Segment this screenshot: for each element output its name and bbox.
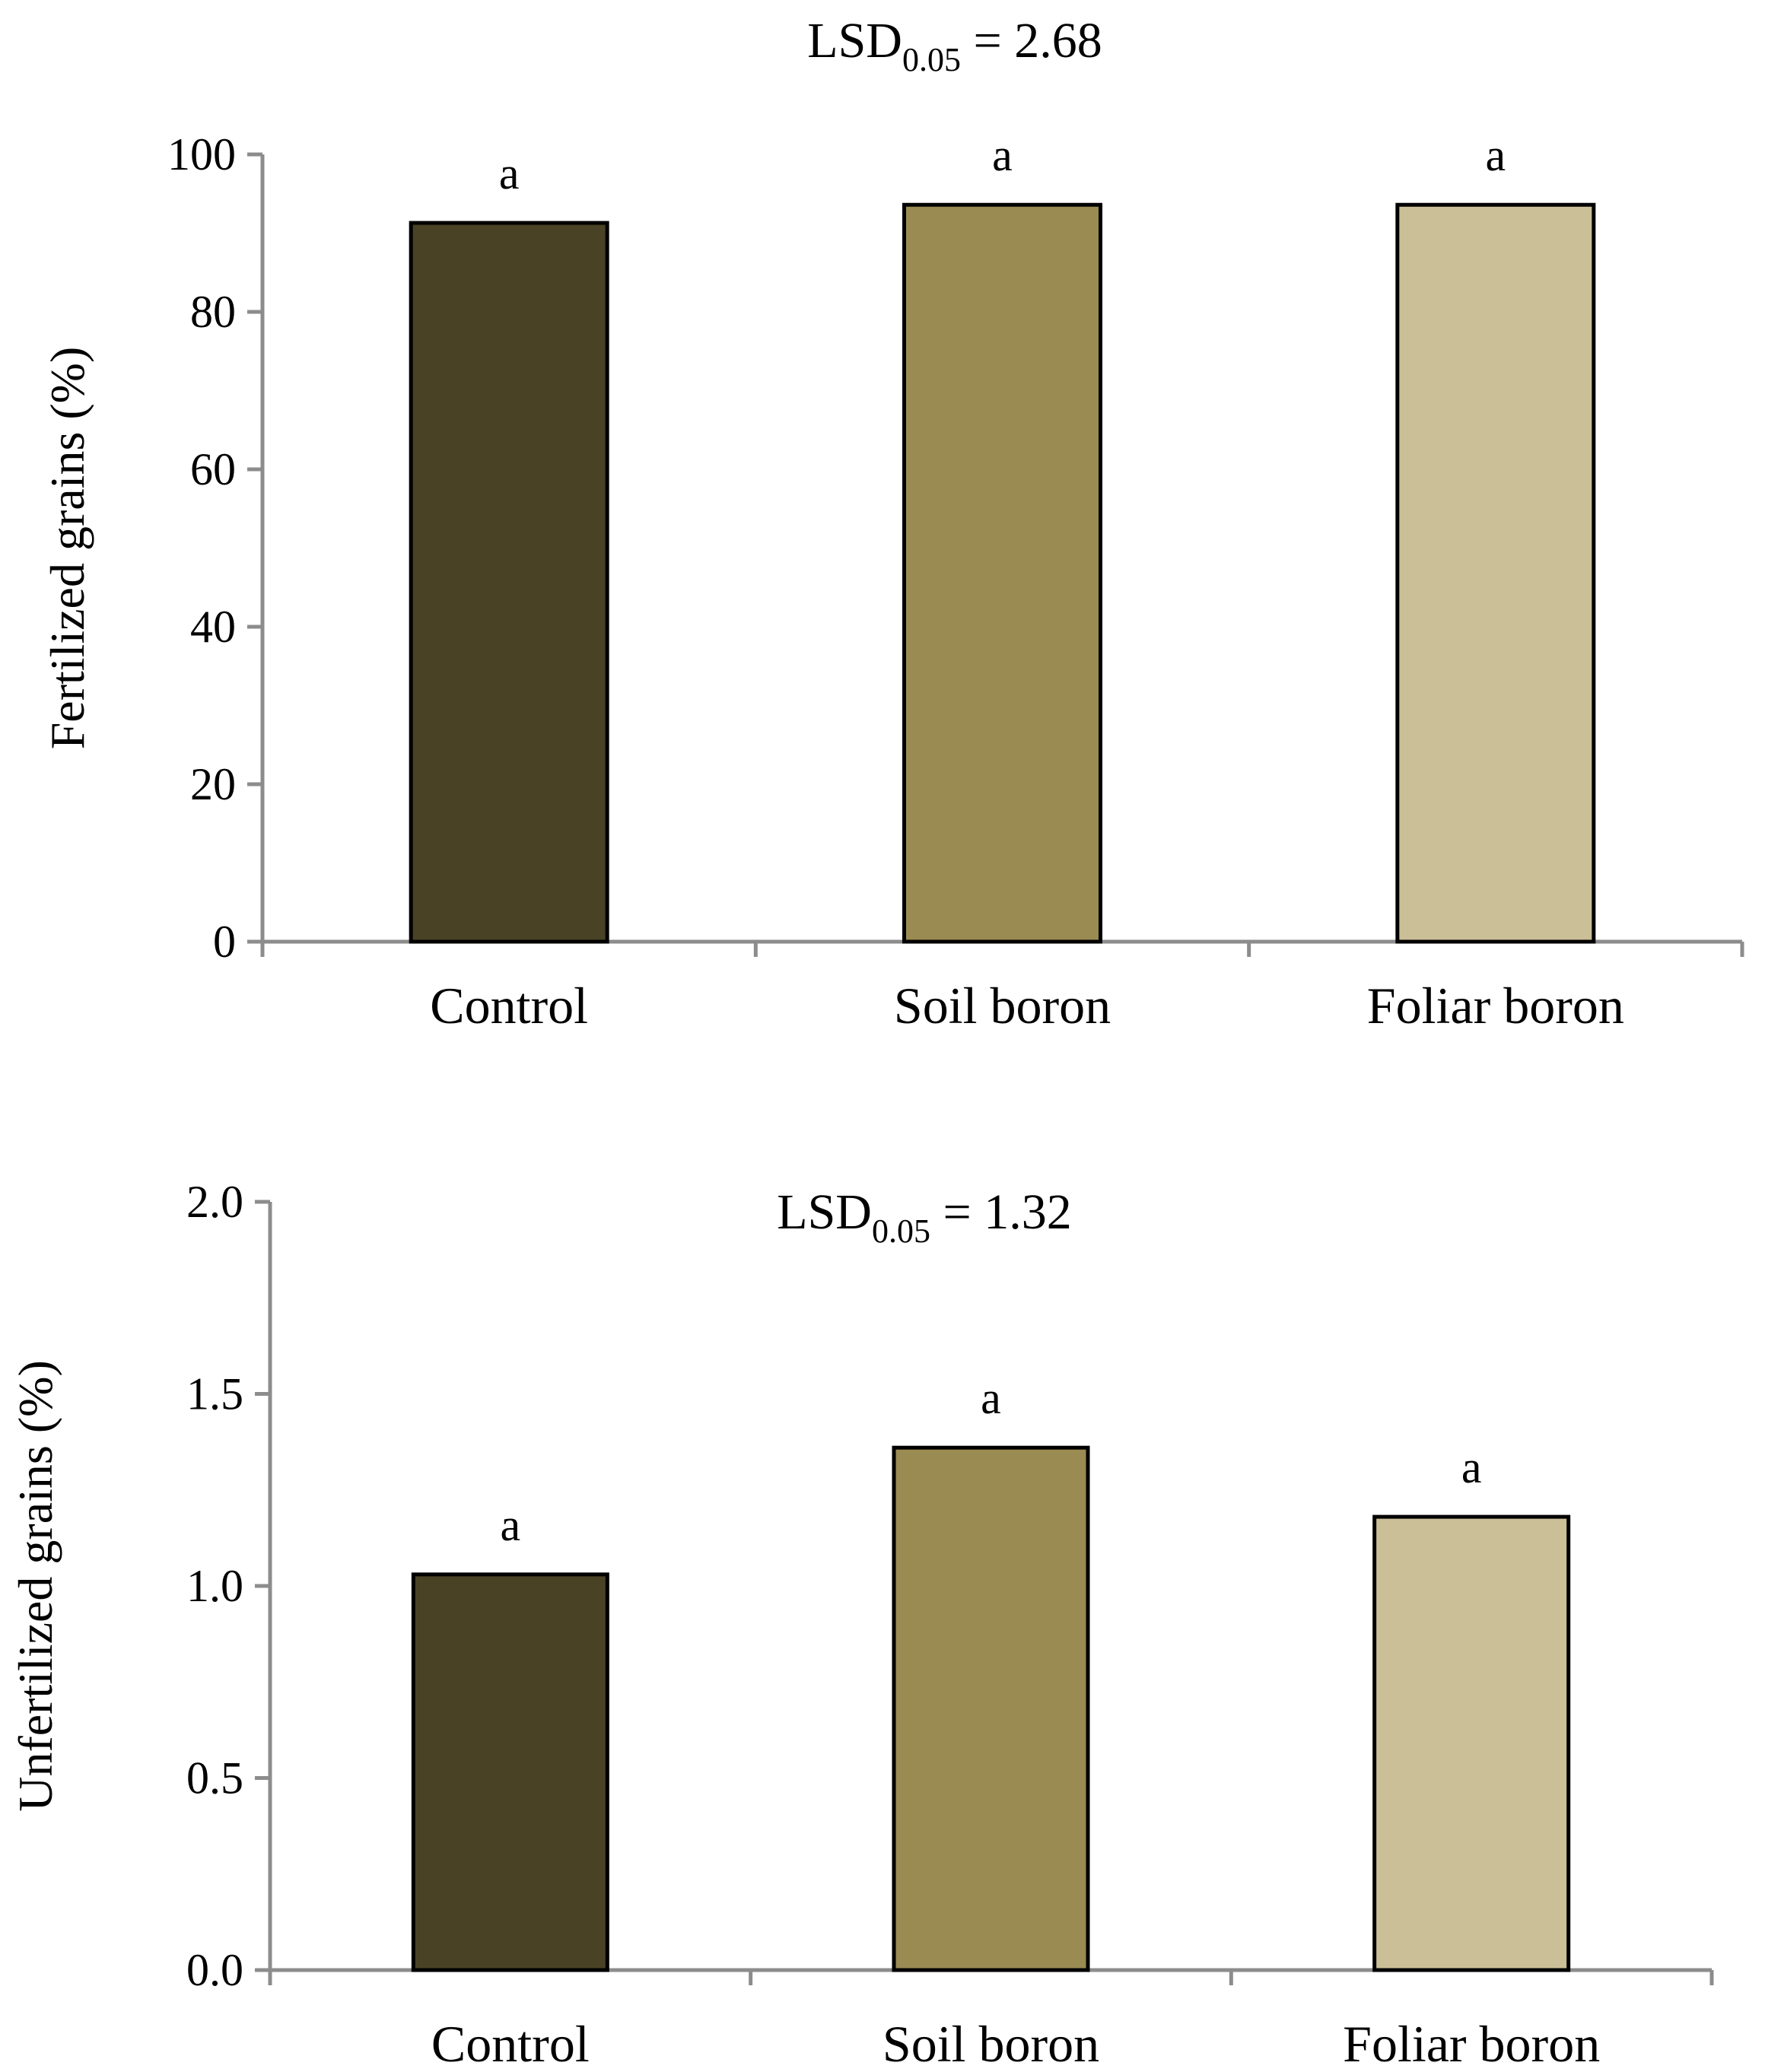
significance-letter: a: [501, 1500, 521, 1550]
bar-soil-boron: [902, 202, 1102, 944]
significance-letter: a: [992, 130, 1013, 180]
bar-foliar-boron: [1395, 202, 1596, 944]
y-tick-label: 2.0: [186, 1177, 243, 1227]
unfertilized-grains-chart: 0.0 0.5 1.0 1.5 2.0 a Control a Soil boron a Folia…: [8, 1177, 1714, 2072]
category-label: Soil boron: [882, 2015, 1099, 2072]
significance-letter: a: [981, 1373, 1001, 1423]
y-tick-label: 0.0: [186, 1945, 243, 1995]
bar-foliar-boron: [1372, 1514, 1571, 1972]
significance-letter: a: [499, 148, 520, 199]
bar-control: [411, 1572, 609, 1972]
y-tick-label: 1.0: [186, 1561, 243, 1611]
lsd-prefix: LSD: [807, 13, 902, 68]
significance-letter: a: [1461, 1442, 1482, 1492]
category-label: Foliar boron: [1343, 2015, 1600, 2072]
y-tick-label: 100: [167, 129, 236, 180]
lsd-subscript: 0.05: [902, 41, 961, 78]
y-tick-label: 80: [190, 287, 236, 337]
y-tick-label: 0: [213, 917, 236, 967]
lsd-annotation: LSD0.05 = 2.68: [807, 13, 1102, 78]
category-label: Control: [430, 977, 588, 1034]
lsd-prefix: LSD: [777, 1184, 872, 1240]
y-tick-label: 40: [190, 602, 236, 652]
category-label: Foliar boron: [1367, 977, 1624, 1034]
lsd-annotation: LSD0.05 = 1.32: [777, 1184, 1071, 1250]
lsd-value: = 1.32: [930, 1184, 1072, 1240]
y-axis-title: Unfertilized grains (%): [8, 1360, 62, 1812]
y-tick-label: 1.5: [186, 1369, 243, 1419]
bar-soil-boron: [892, 1445, 1090, 1972]
y-tick-label: 20: [190, 759, 236, 809]
y-tick-label: 60: [190, 444, 236, 494]
category-label: Soil boron: [894, 977, 1111, 1034]
bar-control: [409, 221, 609, 944]
significance-letter: a: [1486, 130, 1506, 180]
lsd-value: = 2.68: [961, 13, 1102, 68]
category-label: Control: [431, 2015, 590, 2072]
fertilized-grains-chart: 0 20 40 60 80 100 a Control a Soil boron a Foliar b…: [40, 13, 1744, 1034]
y-axis-title: Fertilized grains (%): [40, 347, 94, 750]
lsd-subscript: 0.05: [872, 1212, 930, 1250]
y-tick-label: 0.5: [186, 1753, 243, 1803]
